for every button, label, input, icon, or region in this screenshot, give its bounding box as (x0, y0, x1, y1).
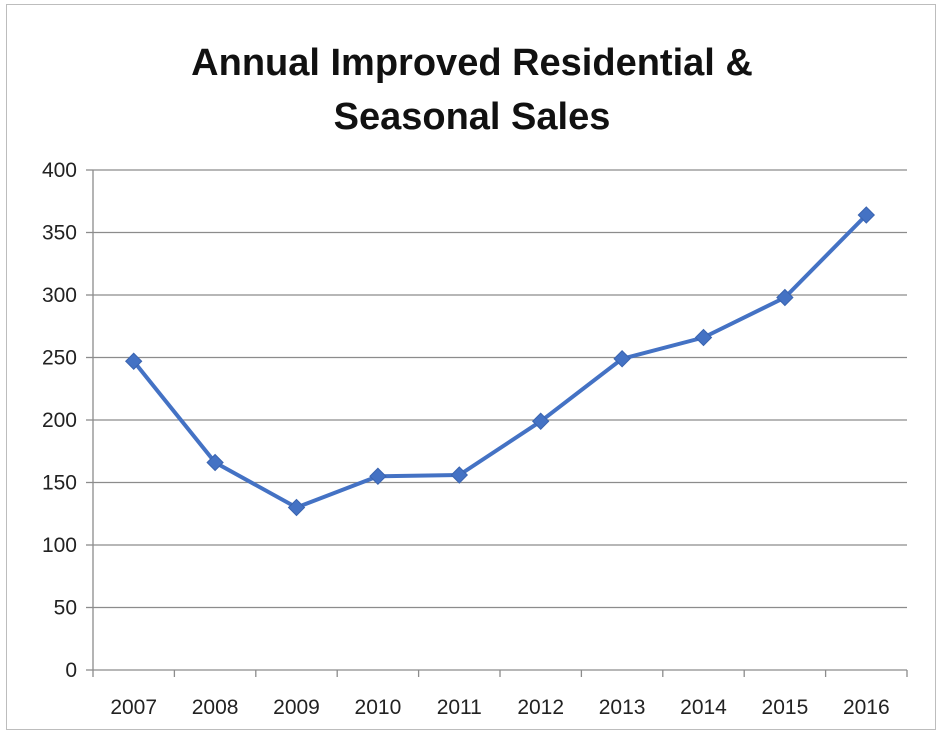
data-point-2012 (531, 412, 550, 430)
y-tick-label-150: 150 (42, 472, 77, 495)
x-tick-label-2008: 2008 (192, 696, 239, 719)
x-tick-label-2015: 2015 (762, 696, 809, 719)
y-tick-label-250: 250 (42, 347, 77, 370)
y-axis-ticks: 0 50 100 150 200 250 300 350 400 (42, 159, 93, 682)
y-tick-label-300: 300 (42, 284, 77, 307)
data-point-2016 (857, 206, 876, 224)
x-tick-label-2009: 2009 (273, 696, 320, 719)
x-tick-label-2013: 2013 (599, 696, 646, 719)
chart-frame (6, 4, 936, 730)
x-axis-ticks: 2007 2008 2009 2010 2011 2012 2013 2014 2015 2016 (92, 670, 908, 719)
y-tick-label-350: 350 (42, 222, 77, 245)
x-tick-label-2014: 2014 (680, 696, 727, 719)
chart-title-line-2: Seasonal Sales (333, 96, 611, 138)
y-tick-label-200: 200 (42, 409, 77, 432)
data-point-2010 (369, 467, 387, 485)
x-tick-label-2012: 2012 (517, 696, 564, 719)
data-point-2013 (613, 350, 631, 368)
gridlines (93, 169, 907, 609)
x-tick-label-2016: 2016 (843, 696, 890, 719)
y-tick-label-100: 100 (42, 534, 77, 557)
y-tick-label-400: 400 (42, 159, 77, 182)
x-tick-label-2007: 2007 (110, 696, 157, 719)
series-sales (124, 206, 876, 517)
data-point-2011 (450, 466, 469, 484)
data-point-2015 (776, 288, 794, 307)
data-point-2009 (287, 498, 306, 517)
y-tick-label-0: 0 (65, 659, 77, 682)
data-point-2007 (124, 352, 143, 370)
series-line (131, 213, 869, 510)
y-tick-label-50: 50 (54, 597, 77, 620)
data-point-2014 (694, 328, 713, 347)
data-point-2008 (206, 453, 224, 472)
x-tick-label-2010: 2010 (355, 696, 402, 719)
chart-title-line-1: Annual Improved Residential & (191, 42, 753, 84)
x-tick-label-2011: 2011 (437, 696, 482, 719)
